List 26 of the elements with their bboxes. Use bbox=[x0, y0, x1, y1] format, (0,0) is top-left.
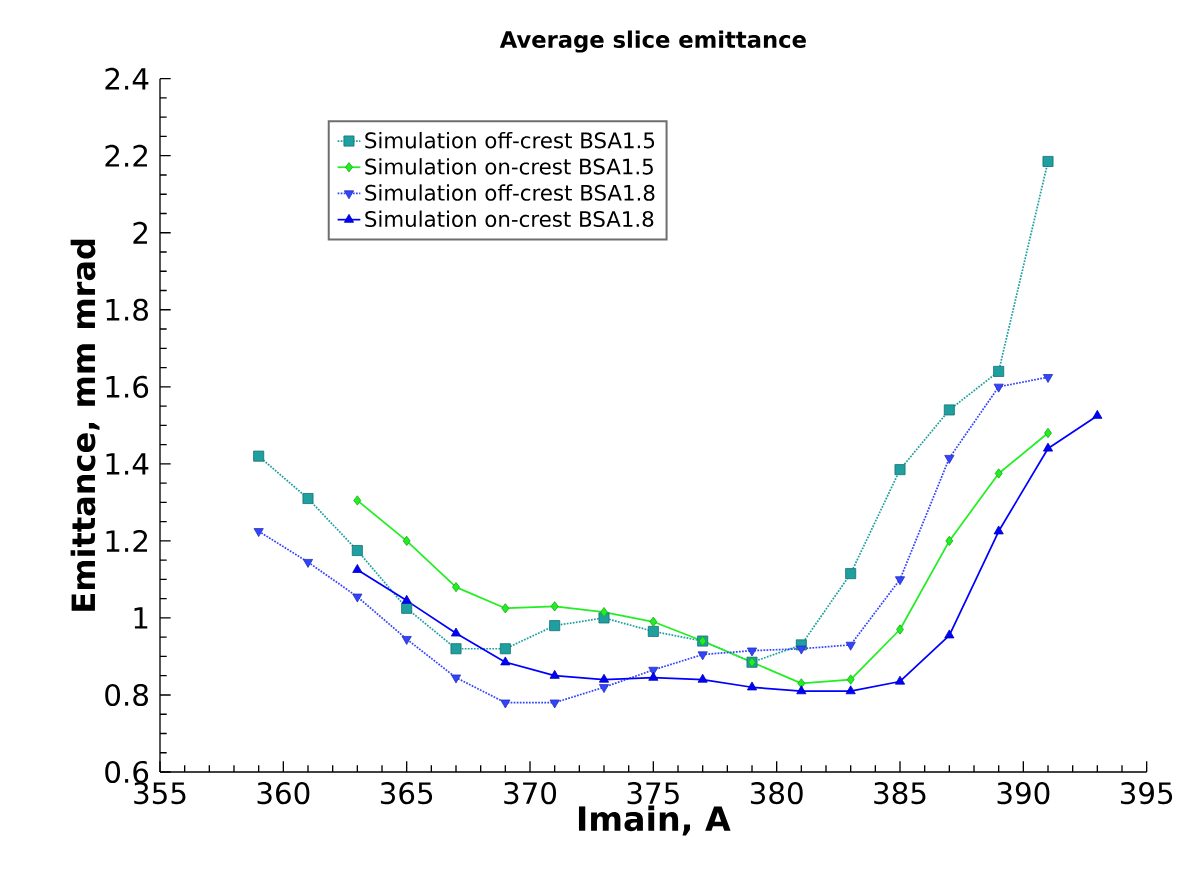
y-tick-label: 1 bbox=[134, 607, 148, 629]
y-tick-label: 1.2 bbox=[106, 530, 148, 552]
y-tick-label: 0.8 bbox=[105, 684, 148, 707]
y-tick-label: 0.6 bbox=[105, 761, 149, 784]
x-tick-label: 395 bbox=[1120, 782, 1173, 805]
x-tick-label: 355 bbox=[134, 782, 186, 805]
legend-label: Simulation off-crest BSA1.8 bbox=[365, 184, 655, 201]
x-tick-label: 375 bbox=[627, 782, 679, 805]
y-tick-label: 2.2 bbox=[105, 144, 148, 167]
legend-label: Simulation off-crest BSA1.5 bbox=[365, 132, 655, 149]
y-tick-label: 1.8 bbox=[106, 298, 148, 322]
y-tick-label: 2 bbox=[133, 222, 148, 244]
x-axis-title: Imain, A bbox=[578, 805, 731, 836]
y-tick-label: 2.4 bbox=[105, 67, 149, 90]
y-tick-label: 1.6 bbox=[106, 375, 149, 399]
chart-title: Average slice emittance bbox=[499, 30, 806, 53]
x-tick-label: 380 bbox=[750, 782, 803, 805]
y-axis-title: Emittance, mm mrad bbox=[70, 239, 100, 611]
x-tick-label: 390 bbox=[997, 782, 1050, 805]
legend-label: Simulation on-crest BSA1.8 bbox=[365, 210, 654, 228]
x-tick-label: 360 bbox=[257, 782, 310, 805]
y-tick-label: 1.4 bbox=[106, 453, 149, 475]
x-tick-label: 370 bbox=[504, 782, 557, 805]
x-tick-label: 385 bbox=[874, 782, 926, 805]
legend-label: Simulation on-crest BSA1.5 bbox=[365, 158, 653, 175]
x-tick-label: 365 bbox=[380, 782, 433, 805]
